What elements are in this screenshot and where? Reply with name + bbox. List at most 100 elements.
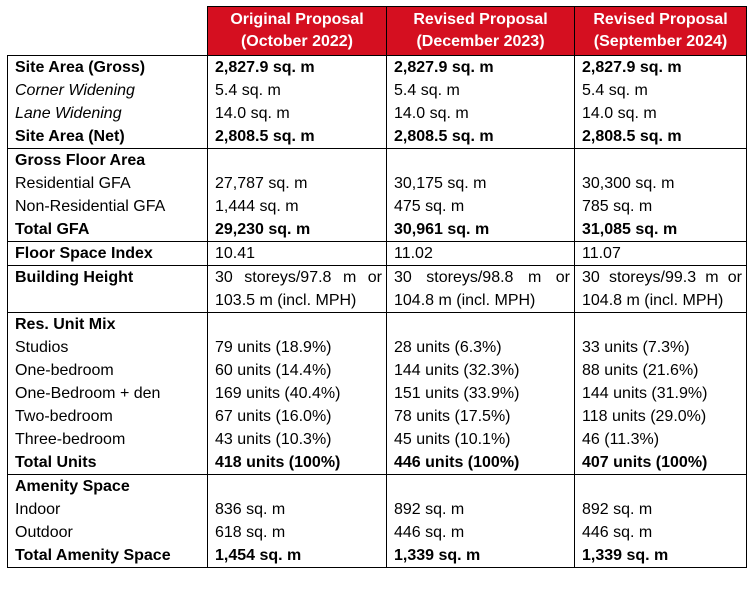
cell-value: 30 storeys/99.3 m or 104.8 m (incl. MPH) xyxy=(574,265,747,313)
row-label: Studios xyxy=(7,336,208,359)
cell-value: 78 units (17.5%) xyxy=(386,405,575,428)
row-label: Site Area (Gross) xyxy=(7,55,208,79)
cell-value xyxy=(386,312,575,336)
table-row: Indoor 836 sq. m 892 sq. m 892 sq. m xyxy=(7,498,747,521)
cell-value xyxy=(386,474,575,498)
header-revised-proposal-september: Revised Proposal (September 2024) xyxy=(574,6,747,56)
row-label: Residential GFA xyxy=(7,172,208,195)
cell-value: 151 units (33.9%) xyxy=(386,382,575,405)
table-body: Site Area (Gross) 2,827.9 sq. m 2,827.9 sq… xyxy=(7,55,747,568)
cell-value: 30,961 sq. m xyxy=(386,218,575,242)
row-label: Non-Residential GFA xyxy=(7,195,208,218)
table-row: Site Area (Gross) 2,827.9 sq. m 2,827.9 sq… xyxy=(7,55,747,79)
cell-value: 45 units (10.1%) xyxy=(386,428,575,451)
table-row: Total GFA 29,230 sq. m 30,961 sq. m 31,085 … xyxy=(7,218,747,242)
table-row: Lane Widening 14.0 sq. m 14.0 sq. m 14.0 sq… xyxy=(7,102,747,125)
cell-value: 14.0 sq. m xyxy=(574,102,747,125)
cell-value: 836 sq. m xyxy=(207,498,387,521)
table-row: Three-bedroom 43 units (10.3%) 45 units (1… xyxy=(7,428,747,451)
cell-value: 29,230 sq. m xyxy=(207,218,387,242)
table-row: Corner Widening 5.4 sq. m 5.4 sq. m 5.4 sq.… xyxy=(7,79,747,102)
cell-value: 33 units (7.3%) xyxy=(574,336,747,359)
table-row: Outdoor 618 sq. m 446 sq. m 446 sq. m xyxy=(7,521,747,544)
row-label: Indoor xyxy=(7,498,208,521)
cell-value: 60 units (14.4%) xyxy=(207,359,387,382)
row-label: Building Height xyxy=(7,265,208,313)
cell-value: 11.07 xyxy=(574,241,747,266)
cell-value: 618 sq. m xyxy=(207,521,387,544)
cell-value: 446 sq. m xyxy=(574,521,747,544)
cell-value xyxy=(386,148,575,172)
cell-value: 43 units (10.3%) xyxy=(207,428,387,451)
cell-value: 1,444 sq. m xyxy=(207,195,387,218)
row-label: Two-bedroom xyxy=(7,405,208,428)
row-label: Outdoor xyxy=(7,521,208,544)
cell-value: 79 units (18.9%) xyxy=(207,336,387,359)
table-row: Floor Space Index 10.41 11.02 11.07 xyxy=(7,241,747,266)
row-label: Total Units xyxy=(7,451,208,475)
cell-value: 30 storeys/97.8 m or 103.5 m (incl. MPH) xyxy=(207,265,387,313)
cell-value: 30 storeys/98.8 m or 104.8 m (incl. MPH) xyxy=(386,265,575,313)
cell-value: 27,787 sq. m xyxy=(207,172,387,195)
cell-value: 1,339 sq. m xyxy=(386,544,575,568)
cell-value: 118 units (29.0%) xyxy=(574,405,747,428)
row-label: Site Area (Net) xyxy=(7,125,208,149)
cell-value: 30,175 sq. m xyxy=(386,172,575,195)
cell-value: 88 units (21.6%) xyxy=(574,359,747,382)
cell-value: 2,808.5 sq. m xyxy=(207,125,387,149)
cell-value: 5.4 sq. m xyxy=(207,79,387,102)
row-label: Total Amenity Space xyxy=(7,544,208,568)
header-blank-cell xyxy=(7,6,208,56)
row-label: Three-bedroom xyxy=(7,428,208,451)
cell-value: 446 sq. m xyxy=(386,521,575,544)
cell-value xyxy=(574,474,747,498)
cell-value: 169 units (40.4%) xyxy=(207,382,387,405)
cell-value: 14.0 sq. m xyxy=(207,102,387,125)
header-revised-proposal-december: Revised Proposal (December 2023) xyxy=(386,6,575,56)
header-original-proposal: Original Proposal (October 2022) xyxy=(207,6,387,56)
cell-value xyxy=(207,474,387,498)
cell-value: 475 sq. m xyxy=(386,195,575,218)
cell-value: 11.02 xyxy=(386,241,575,266)
row-label: Amenity Space xyxy=(7,474,208,498)
cell-value: 892 sq. m xyxy=(574,498,747,521)
proposal-comparison-table: Original Proposal (October 2022) Revised… xyxy=(7,6,747,568)
cell-value: 785 sq. m xyxy=(574,195,747,218)
cell-value xyxy=(207,148,387,172)
table-row: Amenity Space xyxy=(7,474,747,498)
cell-value: 67 units (16.0%) xyxy=(207,405,387,428)
cell-value: 407 units (100%) xyxy=(574,451,747,475)
cell-value xyxy=(207,312,387,336)
cell-value: 1,339 sq. m xyxy=(574,544,747,568)
cell-value: 10.41 xyxy=(207,241,387,266)
table-row: Site Area (Net) 2,808.5 sq. m 2,808.5 sq. … xyxy=(7,125,747,149)
cell-value xyxy=(574,148,747,172)
row-label: Res. Unit Mix xyxy=(7,312,208,336)
cell-value: 28 units (6.3%) xyxy=(386,336,575,359)
cell-value: 418 units (100%) xyxy=(207,451,387,475)
cell-value: 5.4 sq. m xyxy=(574,79,747,102)
row-label: Lane Widening xyxy=(7,102,208,125)
table-row: Total Units 418 units (100%) 446 units (10… xyxy=(7,451,747,475)
cell-value: 2,827.9 sq. m xyxy=(386,55,575,79)
row-label: Corner Widening xyxy=(7,79,208,102)
table-row: Total Amenity Space 1,454 sq. m 1,339 sq. … xyxy=(7,544,747,568)
cell-value: 14.0 sq. m xyxy=(386,102,575,125)
cell-value: 144 units (31.9%) xyxy=(574,382,747,405)
table-row: Gross Floor Area xyxy=(7,148,747,172)
row-label: Floor Space Index xyxy=(7,241,208,266)
header-row: Original Proposal (October 2022) Revised… xyxy=(7,6,747,56)
table-row: Two-bedroom 67 units (16.0%) 78 units (17.… xyxy=(7,405,747,428)
cell-value: 30,300 sq. m xyxy=(574,172,747,195)
cell-value: 31,085 sq. m xyxy=(574,218,747,242)
table-row: Res. Unit Mix xyxy=(7,312,747,336)
row-label: Gross Floor Area xyxy=(7,148,208,172)
cell-value xyxy=(574,312,747,336)
table-row: Building Height 30 storeys/97.8 m or 103.… xyxy=(7,265,747,313)
cell-value: 2,808.5 sq. m xyxy=(574,125,747,149)
table-row: Studios 79 units (18.9%) 28 units (6.3%) 33… xyxy=(7,336,747,359)
cell-value: 1,454 sq. m xyxy=(207,544,387,568)
cell-value: 5.4 sq. m xyxy=(386,79,575,102)
cell-value: 144 units (32.3%) xyxy=(386,359,575,382)
